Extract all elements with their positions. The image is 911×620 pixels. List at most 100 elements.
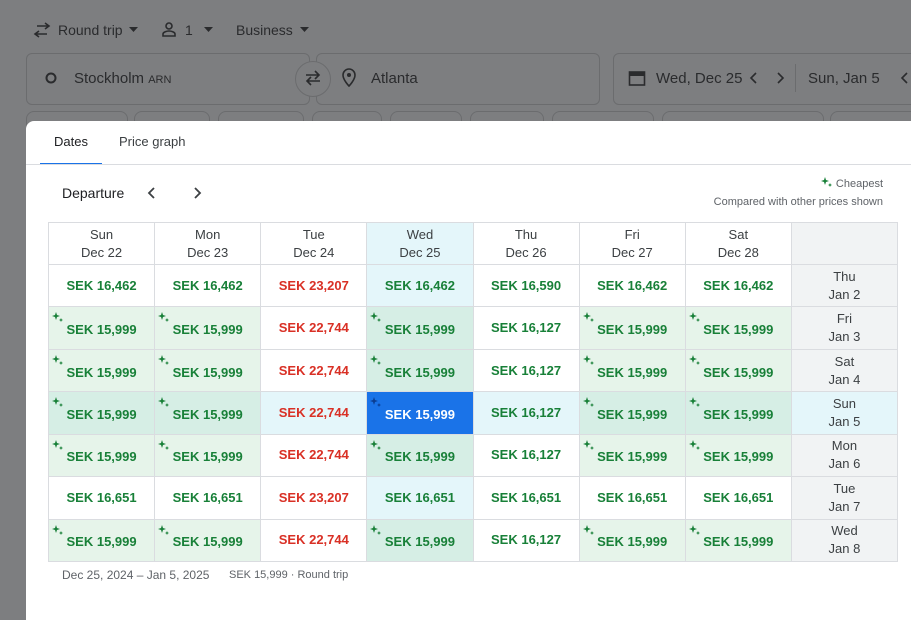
price-cell[interactable]: SEK 22,744 bbox=[261, 434, 368, 478]
swap-button[interactable] bbox=[295, 61, 331, 97]
return-day: Tue bbox=[833, 480, 856, 496]
price-cell[interactable]: SEK 15,999 bbox=[155, 349, 262, 393]
price-cell[interactable]: SEK 15,999 bbox=[685, 519, 792, 562]
header-date: Dec 26 bbox=[505, 244, 547, 260]
price: SEK 15,999 bbox=[66, 406, 137, 422]
price-cell[interactable]: SEK 22,744 bbox=[261, 349, 368, 393]
price-cell[interactable]: SEK 15,999 bbox=[367, 434, 474, 478]
price-cell[interactable]: SEK 22,744 bbox=[261, 519, 368, 562]
return-date: Sun, Jan 5 bbox=[808, 70, 880, 87]
cheapest-icon bbox=[370, 524, 382, 535]
passengers[interactable]: 1 bbox=[185, 22, 193, 38]
trip-type[interactable]: Round trip bbox=[58, 22, 123, 38]
price-cell[interactable]: SEK 15,999 bbox=[367, 392, 474, 435]
price-cell[interactable]: SEK 16,651 bbox=[155, 477, 262, 520]
price-cell[interactable]: SEK 16,127 bbox=[473, 434, 580, 478]
return-date: Wed Jan 8 bbox=[791, 519, 898, 562]
price-cell[interactable]: SEK 15,999 bbox=[579, 349, 686, 393]
header-date: Dec 22 bbox=[80, 244, 123, 260]
header-date: Dec 28 bbox=[717, 244, 759, 260]
price: SEK 23,207 bbox=[278, 489, 349, 505]
cheapest-icon bbox=[821, 177, 832, 187]
price-cell[interactable]: SEK 15,999 bbox=[49, 349, 156, 393]
price-cell[interactable]: SEK 15,999 bbox=[685, 349, 792, 393]
footer-dates: Dec 25, 2024 – Jan 5, 2025 bbox=[62, 568, 210, 582]
price-cell[interactable]: SEK 15,999 bbox=[685, 434, 792, 478]
tab[interactable]: Dates bbox=[40, 121, 102, 165]
price-cell[interactable]: SEK 16,590 bbox=[473, 265, 580, 308]
price-cell[interactable]: SEK 15,999 bbox=[49, 519, 156, 562]
price-cell[interactable]: SEK 15,999 bbox=[49, 434, 156, 478]
return-day-date: Jan 5 bbox=[828, 413, 861, 429]
price-cell[interactable]: SEK 15,999 bbox=[367, 519, 474, 562]
price-cell[interactable]: SEK 15,999 bbox=[155, 519, 262, 562]
price-cell[interactable]: SEK 15,999 bbox=[685, 307, 792, 350]
price-cell[interactable]: SEK 15,999 bbox=[367, 349, 474, 393]
price: SEK 16,462 bbox=[703, 277, 774, 293]
price-cell[interactable]: SEK 16,651 bbox=[49, 477, 156, 520]
price-cell[interactable]: SEK 15,999 bbox=[579, 519, 686, 562]
destination-input[interactable] bbox=[316, 53, 600, 105]
price: SEK 15,999 bbox=[66, 364, 137, 380]
price-cell[interactable]: SEK 15,999 bbox=[49, 392, 156, 435]
price-cell[interactable]: SEK 23,207 bbox=[261, 477, 368, 520]
price-cell[interactable]: SEK 15,999 bbox=[579, 434, 686, 478]
origin-input[interactable] bbox=[26, 53, 310, 105]
return-day: Wed bbox=[831, 523, 858, 539]
price: SEK 15,999 bbox=[703, 406, 774, 422]
price-cell[interactable]: SEK 16,651 bbox=[579, 477, 686, 520]
next[interactable] bbox=[775, 72, 785, 84]
cheapest-icon bbox=[52, 397, 63, 408]
price-cell[interactable]: SEK 15,999 bbox=[155, 392, 262, 435]
price-cell[interactable]: SEK 22,744 bbox=[261, 307, 368, 350]
price: SEK 15,999 bbox=[384, 406, 455, 422]
price-cell[interactable]: SEK 16,462 bbox=[685, 265, 792, 308]
price: SEK 16,651 bbox=[66, 489, 137, 505]
price-cell[interactable]: SEK 15,999 bbox=[685, 392, 792, 435]
price-cell[interactable]: SEK 15,999 bbox=[579, 392, 686, 435]
prev[interactable] bbox=[900, 72, 910, 84]
price-cell[interactable]: SEK 23,207 bbox=[261, 265, 368, 308]
price-cell[interactable]: SEK 22,744 bbox=[261, 392, 368, 435]
price-grid: Sun Dec 22 Mon Dec 23 Tue Dec 24 Wed Dec 25 Thu D… bbox=[48, 222, 898, 562]
next-week[interactable] bbox=[191, 186, 203, 200]
price-cell[interactable]: SEK 16,651 bbox=[473, 477, 580, 520]
price-cell[interactable]: SEK 16,462 bbox=[155, 265, 262, 308]
price: SEK 16,127 bbox=[491, 532, 562, 548]
column-header: Fri Dec 27 bbox=[579, 223, 686, 265]
price-cell[interactable]: SEK 15,999 bbox=[367, 307, 474, 350]
return-date: Tue Jan 7 bbox=[791, 477, 898, 520]
price-cell[interactable]: SEK 16,127 bbox=[473, 349, 580, 393]
price-cell[interactable]: SEK 16,462 bbox=[367, 265, 474, 308]
price-cell[interactable]: SEK 16,127 bbox=[473, 519, 580, 562]
return-day: Fri bbox=[836, 311, 853, 327]
price: SEK 15,999 bbox=[66, 449, 137, 465]
price: SEK 22,744 bbox=[278, 362, 349, 378]
price-cell[interactable]: SEK 15,999 bbox=[155, 307, 262, 350]
date-input[interactable] bbox=[613, 53, 911, 105]
price: SEK 22,744 bbox=[278, 404, 349, 420]
header-date: Dec 25 bbox=[399, 244, 441, 260]
price-cell[interactable]: SEK 16,462 bbox=[49, 265, 156, 308]
cheapest-icon bbox=[688, 524, 700, 535]
header-date: Dec 24 bbox=[293, 244, 335, 260]
tab[interactable]: Price graph bbox=[119, 134, 186, 149]
price-cell[interactable]: SEK 16,462 bbox=[579, 265, 686, 308]
price-cell[interactable]: SEK 15,999 bbox=[155, 434, 262, 478]
header-date: Dec 27 bbox=[611, 244, 653, 260]
price-cell[interactable]: SEK 16,127 bbox=[473, 307, 580, 350]
price: SEK 15,999 bbox=[66, 322, 137, 338]
price: SEK 15,999 bbox=[703, 449, 774, 465]
price-cell[interactable]: SEK 16,127 bbox=[473, 392, 580, 435]
price-cell[interactable]: SEK 15,999 bbox=[49, 307, 156, 350]
price-cell[interactable]: SEK 15,999 bbox=[579, 307, 686, 350]
return-day-date: Jan 4 bbox=[828, 371, 861, 387]
cabin[interactable]: Business bbox=[236, 22, 293, 38]
price-cell[interactable]: SEK 16,651 bbox=[685, 477, 792, 520]
return-day-date: Jan 7 bbox=[828, 498, 861, 514]
prev[interactable] bbox=[749, 72, 759, 84]
header-day: Fri bbox=[624, 226, 640, 242]
prev-week[interactable] bbox=[146, 186, 158, 200]
price-cell[interactable]: SEK 16,651 bbox=[367, 477, 474, 520]
cheapest-icon bbox=[688, 439, 700, 450]
